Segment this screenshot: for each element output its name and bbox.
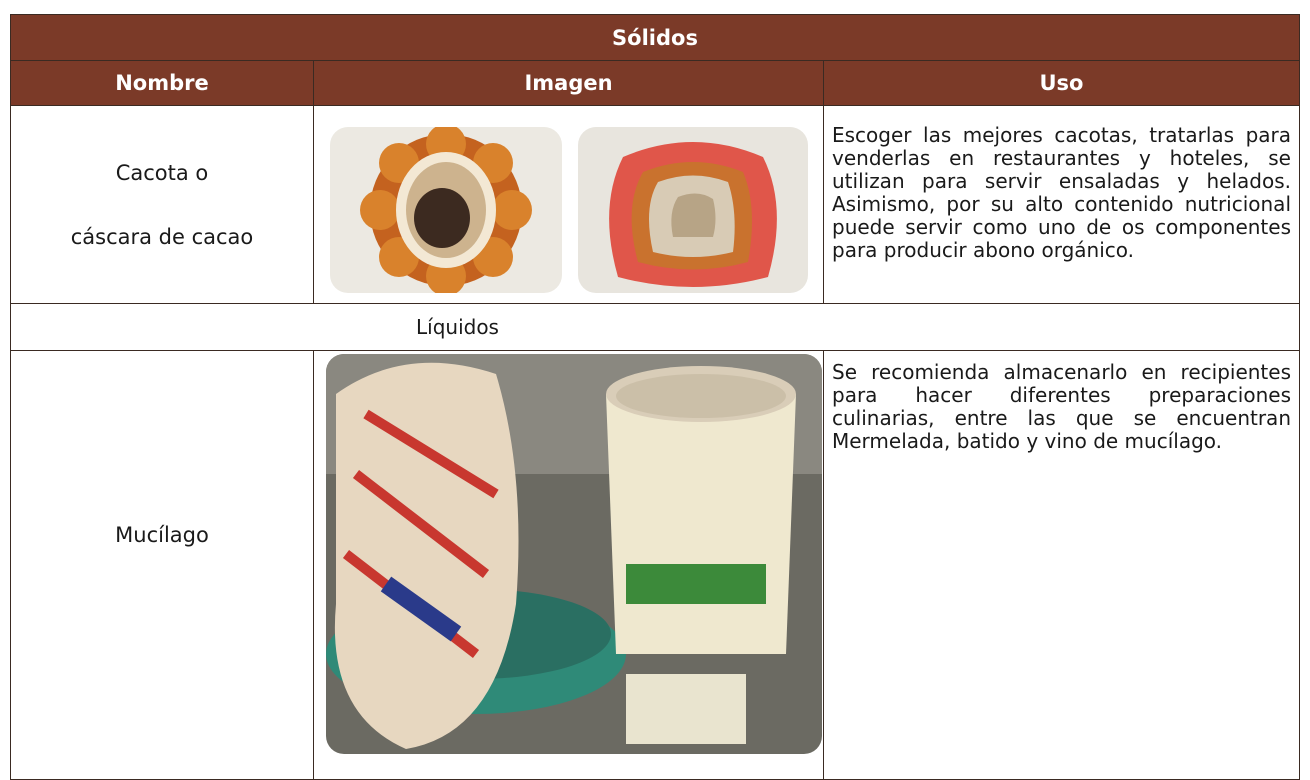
name-line: Mucílago xyxy=(115,523,209,547)
name-line: cáscara de cacao xyxy=(70,224,254,249)
section-title: Sólidos xyxy=(10,14,1300,61)
section-title: Líquidos xyxy=(10,303,1300,351)
column-header: Nombre xyxy=(10,60,314,106)
name-line: Cacota o xyxy=(115,160,209,185)
name-cell: Mucílago xyxy=(10,350,314,780)
use-cell: Escoger las mejores cacotas, tratarlas p… xyxy=(823,105,1300,304)
image-cell xyxy=(313,105,824,304)
mucilage-photo xyxy=(326,354,822,754)
image-cell xyxy=(313,350,824,780)
cacao-photo xyxy=(330,127,562,293)
use-cell: Se recomienda almacenarlo en recipientes… xyxy=(823,350,1300,780)
page: Sólidos Nombre Imagen Uso Cacota o cásca… xyxy=(10,14,1300,780)
column-header: Uso xyxy=(823,60,1300,106)
column-header: Imagen xyxy=(313,60,824,106)
name-cell: Cacota o cáscara de cacao xyxy=(10,105,314,304)
cacao-photo xyxy=(578,127,808,293)
